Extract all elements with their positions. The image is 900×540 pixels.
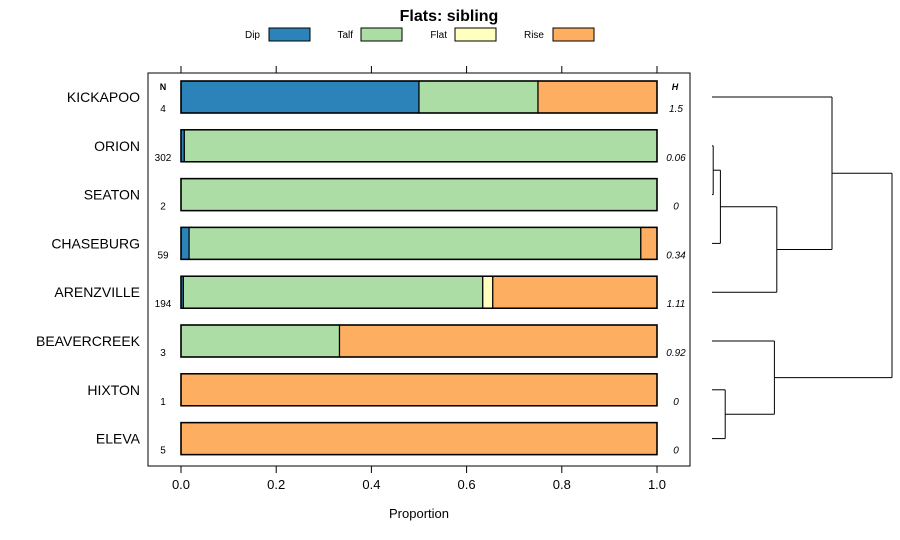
bar-segment-beavercreek-talf [180,324,341,358]
bar-segment-eleva-rise [180,422,658,456]
bar-outline-arenzville [180,275,658,309]
dendrogram [712,96,893,440]
legend-swatch-talf [360,27,403,42]
bar-segment-beavercreek-rise [338,324,658,358]
n-value-beavercreek: 3 [160,348,166,359]
legend-label-talf: Talf [337,30,353,41]
h-value-hixton: 0 [673,397,679,408]
bar-segment-seaton-talf [180,178,658,212]
n-labels: 4 302 2 59 194 3 1 5 [155,104,172,457]
h-labels: 1.5 0.06 0 0.34 1.11 0.92 0 0 [666,104,686,457]
h-value-eleva: 0 [673,446,679,457]
legend-swatch-rise [552,27,595,42]
x-tick-label: 0.4 [362,477,380,492]
bar-outline-orion [180,129,658,163]
bar-group [180,80,658,456]
legend-label-flat: Flat [430,30,447,41]
n-value-eleva: 5 [160,446,166,457]
category-label-hixton: HIXTON [87,382,140,398]
bar-outline-beavercreek [180,324,658,358]
x-tick-label: 0.2 [267,477,285,492]
h-value-kickapoo: 1.5 [669,104,683,115]
bar-outline-chaseburg [180,226,658,261]
n-value-kickapoo: 4 [160,104,166,115]
bar-outline-seaton [180,177,658,212]
h-header: H [672,82,679,92]
n-value-chaseburg: 59 [157,250,169,261]
bar-segment-kickapoo-rise [537,80,658,114]
h-value-seaton: 0 [673,202,679,213]
h-value-orion: 0.06 [666,153,686,164]
category-label-eleva: ELEVA [96,431,141,447]
category-labels: KICKAPOO ORION SEATON CHASEBURG ARENZVILLE BE… [36,89,141,447]
bar-segment-hixton-rise [180,373,658,407]
top-axis-ticks [180,66,658,73]
bar-outline-kickapoo [180,80,658,114]
h-value-arenzville: 1.11 [667,299,686,310]
x-tick-label: 0.6 [458,477,476,492]
category-label-beavercreek: BEAVERCREEK [36,333,141,349]
x-axis-title: Proportion [389,506,449,521]
bar-segment-arenzville-flat [482,275,494,309]
h-value-beavercreek: 0.92 [666,348,686,359]
legend-swatch-dip [268,27,311,42]
n-value-orion: 302 [155,153,172,164]
x-tick-label: 1.0 [648,477,666,492]
bar-outline-hixton [180,373,658,407]
bar-segment-chaseburg-dip [180,226,190,260]
category-label-seaton: SEATON [84,187,140,203]
x-tick-label: 0.8 [553,477,571,492]
n-header: N [160,82,167,92]
legend: Dip Talf Flat Rise [245,27,595,42]
x-axis: 0.0 0.2 0.4 0.6 0.8 1.0 [172,466,666,492]
bar-segment-arenzville-rise [492,275,658,309]
bar-segment-orion-talf [183,129,658,163]
bar-segment-kickapoo-dip [180,80,420,114]
h-value-chaseburg: 0.34 [666,250,686,261]
category-label-kickapoo: KICKAPOO [67,89,140,105]
legend-label-rise: Rise [524,30,544,41]
bar-segment-chaseburg-talf [188,226,642,260]
chart-title: Flats: sibling [400,8,499,25]
legend-label-dip: Dip [245,30,260,41]
legend-swatch-flat [454,27,497,42]
n-value-arenzville: 194 [155,299,172,310]
x-tick-label: 0.0 [172,477,190,492]
category-label-arenzville: ARENZVILLE [54,284,140,300]
bar-segment-arenzville-talf [182,275,484,309]
bar-segment-kickapoo-talf [418,80,539,114]
n-value-seaton: 2 [160,202,166,213]
n-value-hixton: 1 [160,397,166,408]
bar-segment-chaseburg-rise [640,226,658,260]
category-label-chaseburg: CHASEBURG [51,235,140,251]
category-label-orion: ORION [94,138,140,154]
plot-panel [147,72,691,467]
bar-outline-eleva [180,421,658,456]
